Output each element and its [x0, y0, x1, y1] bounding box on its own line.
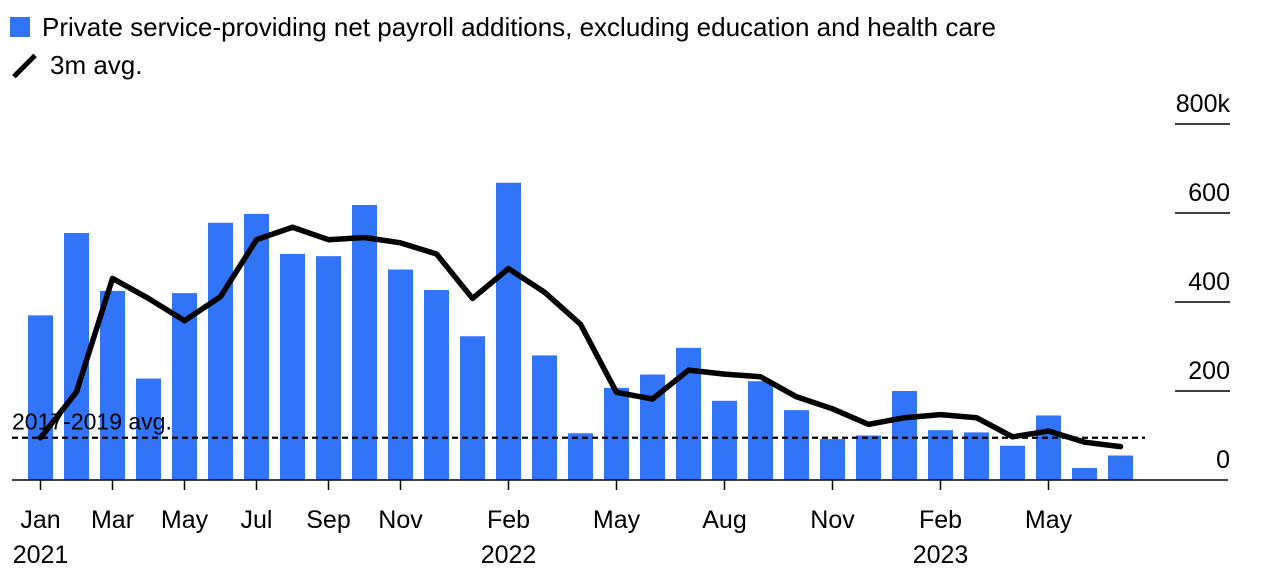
bar: [1108, 455, 1133, 480]
x-tick-label: Feb: [487, 506, 530, 534]
bar: [820, 439, 845, 480]
x-year-label: 2023: [913, 541, 969, 569]
x-year-label: 2022: [481, 541, 537, 569]
x-tick-label: Mar: [91, 506, 134, 534]
x-tick-label: Jan: [20, 506, 60, 534]
bar: [460, 336, 485, 480]
bar: [208, 222, 233, 481]
bar: [280, 253, 305, 480]
x-tick-label: May: [593, 506, 641, 534]
legend-line-label: 3m avg.: [50, 49, 143, 80]
x-tick-label: Nov: [378, 506, 423, 534]
bar: [424, 289, 449, 480]
avg-line: [37, 224, 1124, 450]
bar-swatch-icon: [10, 17, 30, 37]
bar: [784, 410, 809, 480]
y-tick-label: 600: [1188, 179, 1230, 207]
bar: [748, 381, 773, 480]
bar: [712, 400, 737, 480]
bar: [28, 315, 53, 480]
bar: [856, 435, 881, 480]
bar: [1072, 467, 1097, 480]
bar: [532, 355, 557, 480]
bar: [892, 391, 917, 480]
y-tick-label: 400: [1188, 268, 1230, 296]
bar: [604, 387, 629, 480]
bar: [928, 430, 953, 480]
bar: [1000, 445, 1025, 480]
x-tick-label: Jul: [241, 506, 273, 534]
legend-item-line: 3m avg.: [10, 46, 996, 84]
x-tick-label: Sep: [306, 506, 350, 534]
x-tick-label: Nov: [810, 506, 855, 534]
bar: [352, 204, 377, 481]
legend-bars-label: Private service-providing net payroll ad…: [42, 11, 996, 42]
bar: [172, 293, 197, 480]
bar: [496, 182, 521, 481]
x-tick-label: Feb: [919, 506, 962, 534]
bar: [316, 256, 341, 480]
y-tick-label: 800k: [1176, 90, 1231, 118]
bar: [388, 269, 413, 480]
x-tick-label: Aug: [702, 506, 746, 534]
reference-line-label: 2017-2019 avg.: [12, 409, 172, 435]
bar: [100, 290, 125, 480]
legend-item-bars: Private service-providing net payroll ad…: [10, 8, 996, 46]
x-year-label: 2021: [13, 541, 69, 569]
bar: [64, 233, 89, 480]
x-tick-label: May: [161, 506, 209, 534]
legend: Private service-providing net payroll ad…: [10, 8, 996, 84]
bar: [1036, 415, 1061, 480]
bar: [136, 378, 161, 480]
bar: [964, 432, 989, 480]
bar: [244, 213, 269, 480]
bar: [568, 433, 593, 480]
y-tick-label: 200: [1188, 357, 1230, 385]
x-tick-label: May: [1025, 506, 1073, 534]
y-tick-label: 0: [1216, 446, 1230, 474]
